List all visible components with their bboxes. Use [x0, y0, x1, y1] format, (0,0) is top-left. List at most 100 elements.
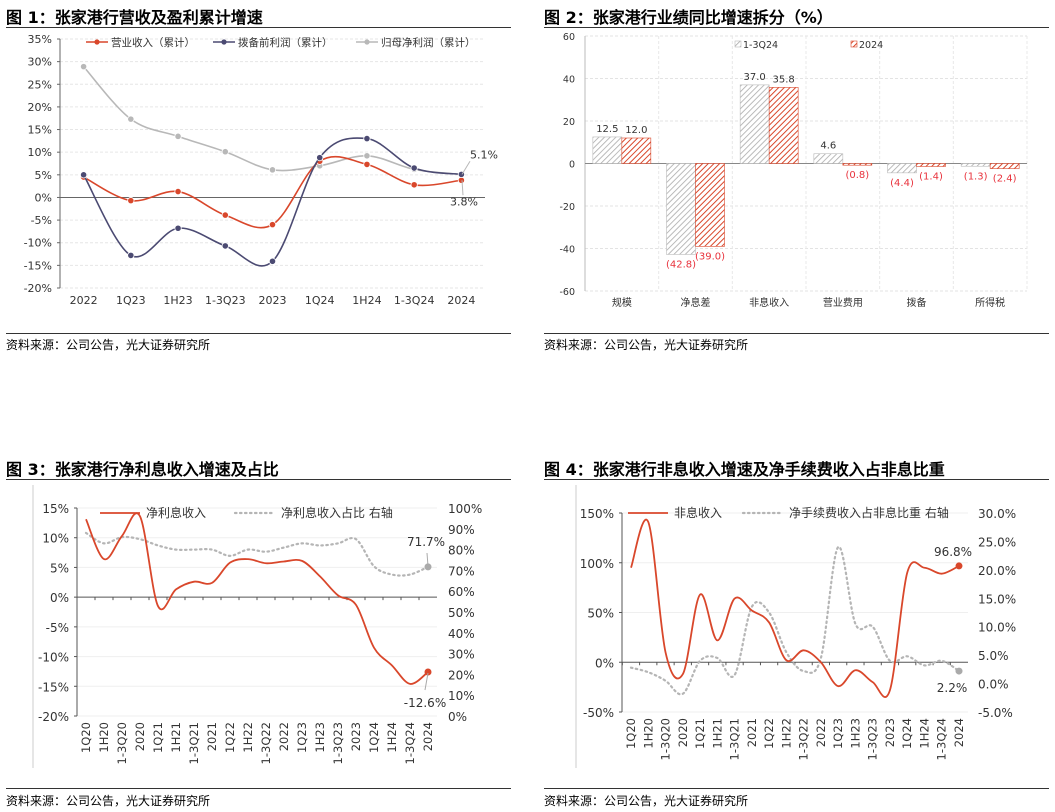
x-tick-label: 1-3Q23: [205, 294, 246, 307]
series-line-right: [84, 531, 430, 577]
x-tick-label: 2023: [883, 718, 897, 747]
x-tick-label: 1H20: [641, 718, 655, 749]
legend-label: 净利息收入占比 右轴: [281, 505, 393, 520]
y-tick-label: 35%: [28, 33, 52, 46]
y2-tick-label: 25.0%: [978, 535, 1016, 549]
title-divider: [6, 27, 511, 28]
y-tick-label: -15%: [24, 259, 52, 272]
bar-1-3Q24: [739, 84, 770, 164]
figure-1-title: 图 1：张家港行营收及盈利累计增速: [6, 8, 263, 27]
y-tick-label: 40: [563, 75, 575, 86]
data-label: (39.0): [695, 251, 725, 262]
figure-4-source: 资料来源：公司公告，光大证券研究所: [544, 794, 749, 808]
y-tick-label: -20%: [24, 282, 52, 295]
legend-label: 营业收入（累计）: [111, 36, 195, 49]
y2-tick-label: 30%: [448, 648, 475, 662]
x-tick-label: 1H22: [779, 718, 793, 749]
annotation-label: 3.8%: [450, 196, 478, 209]
annotation-label: 71.7%: [407, 535, 445, 549]
x-tick-label: 1H22: [241, 722, 255, 753]
legend-label: 净手续费收入占非息比重 右轴: [789, 505, 949, 520]
data-point: [221, 242, 229, 250]
y2-tick-label: 40%: [448, 627, 475, 641]
figure-2-source: 资料来源：公司公告，光大证券研究所: [544, 338, 749, 352]
end-point: [424, 668, 432, 676]
y-tick-label: -50%: [583, 706, 614, 720]
data-point: [174, 132, 182, 140]
x-tick-label: 所得税: [975, 296, 1005, 309]
x-tick-label: 2020: [133, 722, 147, 751]
y-tick-label: 10%: [42, 532, 69, 546]
y-tick-label: 0%: [50, 591, 69, 605]
y2-tick-label: 0%: [448, 710, 467, 724]
y-tick-label: 100%: [580, 557, 614, 571]
annotation-label: -12.6%: [404, 696, 446, 710]
x-tick-label: 2024: [421, 722, 435, 751]
figure-1-source: 资料来源：公司公告，光大证券研究所: [6, 338, 211, 352]
y2-tick-label: -5.0%: [978, 706, 1013, 720]
annotation-leader: [426, 552, 429, 567]
source-divider: [544, 788, 1049, 789]
y-tick-label: -20: [559, 202, 575, 213]
x-tick-label: 2023: [349, 722, 363, 751]
x-tick-label: 规模: [612, 296, 632, 309]
x-tick-label: 拨备: [907, 296, 927, 309]
y-tick-label: -5%: [46, 621, 69, 635]
bar-1-3Q24: [960, 163, 991, 167]
legend-marker: [94, 39, 100, 45]
x-tick-label: 1-3Q23: [866, 718, 880, 760]
x-tick-label: 1-3Q24: [394, 294, 435, 307]
data-point: [174, 187, 182, 196]
x-tick-label: 2021: [205, 722, 219, 751]
annotation-leader: [461, 160, 471, 175]
bar-2024: [916, 163, 946, 167]
series-line-left: [630, 518, 960, 698]
annotation-leader: [424, 672, 429, 691]
y-tick-label: -10%: [24, 237, 52, 250]
y-tick-label: 60: [563, 32, 575, 43]
x-tick-label: 2022: [277, 722, 291, 751]
x-tick-label: 1Q22: [762, 718, 776, 749]
legend-swatch: [734, 40, 742, 48]
series-line-right: [629, 545, 961, 696]
x-tick-label: 1-3Q20: [115, 722, 129, 764]
bar-1-3Q24: [813, 153, 844, 164]
y-tick-label: 5%: [50, 561, 69, 575]
data-point: [80, 63, 88, 71]
x-tick-label: 1Q23: [295, 722, 309, 753]
title-divider: [6, 479, 511, 480]
y-tick-label: 20: [563, 117, 575, 128]
legend-label: 2024: [859, 40, 883, 51]
bar-2024: [842, 163, 873, 166]
data-point: [316, 154, 324, 162]
y2-tick-label: 90%: [448, 523, 475, 537]
y-tick-label: -60: [559, 287, 575, 298]
bar-1-3Q24: [666, 163, 696, 255]
data-point: [363, 152, 371, 160]
data-label: 37.0: [744, 72, 766, 83]
annotation-label: 2.2%: [937, 681, 968, 695]
y2-tick-label: 0.0%: [978, 678, 1009, 692]
x-tick-label: 1-3Q24: [935, 718, 949, 760]
y-tick-label: -20%: [38, 710, 69, 724]
title-divider: [544, 27, 1049, 28]
x-tick-label: 非息收入: [749, 296, 789, 309]
x-tick-label: 1-3Q21: [187, 722, 201, 764]
figure-3-source: 资料来源：公司公告，光大证券研究所: [6, 794, 211, 808]
series-line-2: [83, 66, 462, 176]
data-point: [174, 224, 182, 232]
y2-tick-label: 80%: [448, 544, 475, 558]
x-tick-label: 1-3Q23: [331, 722, 345, 764]
y-tick-label: -40: [559, 245, 575, 256]
y-tick-label: 50%: [587, 607, 614, 621]
data-label: 35.8: [773, 74, 795, 85]
y2-tick-label: 30.0%: [978, 507, 1016, 521]
y-tick-label: -15%: [38, 680, 69, 694]
bar-1-3Q24: [592, 136, 623, 164]
x-tick-label: 1Q24: [367, 722, 381, 753]
y2-tick-label: 100%: [448, 502, 482, 516]
x-tick-label: 1Q22: [223, 722, 237, 753]
legend-label: 净利息收入: [146, 505, 206, 520]
